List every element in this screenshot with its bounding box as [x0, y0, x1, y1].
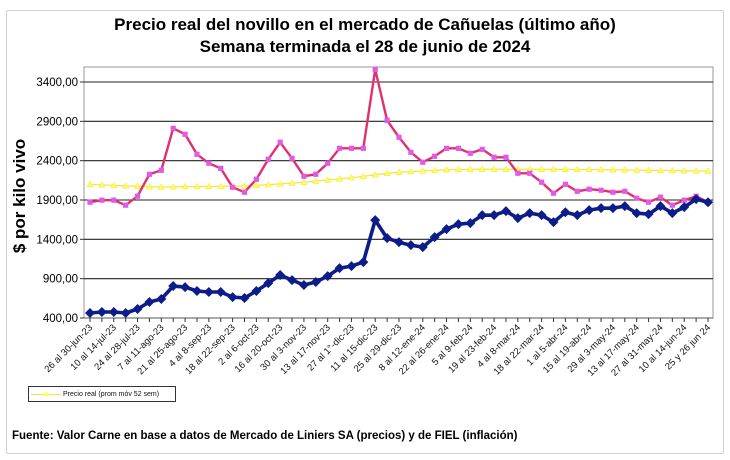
source-note: Fuente: Valor Carne en base a datos de M…: [12, 430, 518, 442]
legend-label: Precio real (prom móv 52 sem): [63, 390, 160, 398]
series-nominal-price: [85, 194, 713, 319]
chart-title-line1: Precio real del novillo en el mercado de…: [114, 15, 616, 34]
y-tick-label: 1900,00: [36, 195, 78, 207]
y-tick-label: 400,00: [43, 313, 78, 325]
y-tick-label: 2900,00: [36, 116, 78, 128]
chart-title: Precio real del novillo en el mercado de…: [0, 14, 730, 58]
legend-triangle-marker-icon: [31, 390, 61, 398]
y-tick-label: 3400,00: [36, 77, 78, 89]
chart-title-line2: Semana terminada el 28 de junio de 2024: [199, 37, 531, 56]
legend: Precio real (prom móv 52 sem): [28, 386, 176, 402]
y-tick-label: 900,00: [43, 274, 78, 286]
series-real-price: [87, 67, 711, 208]
y-axis-ticks: 400,00 900,00 1400,00 1900,00 2400,00 2900,00…: [36, 77, 84, 325]
y-tick-label: 1400,00: [36, 234, 78, 246]
y-tick-label: 2400,00: [36, 156, 78, 168]
